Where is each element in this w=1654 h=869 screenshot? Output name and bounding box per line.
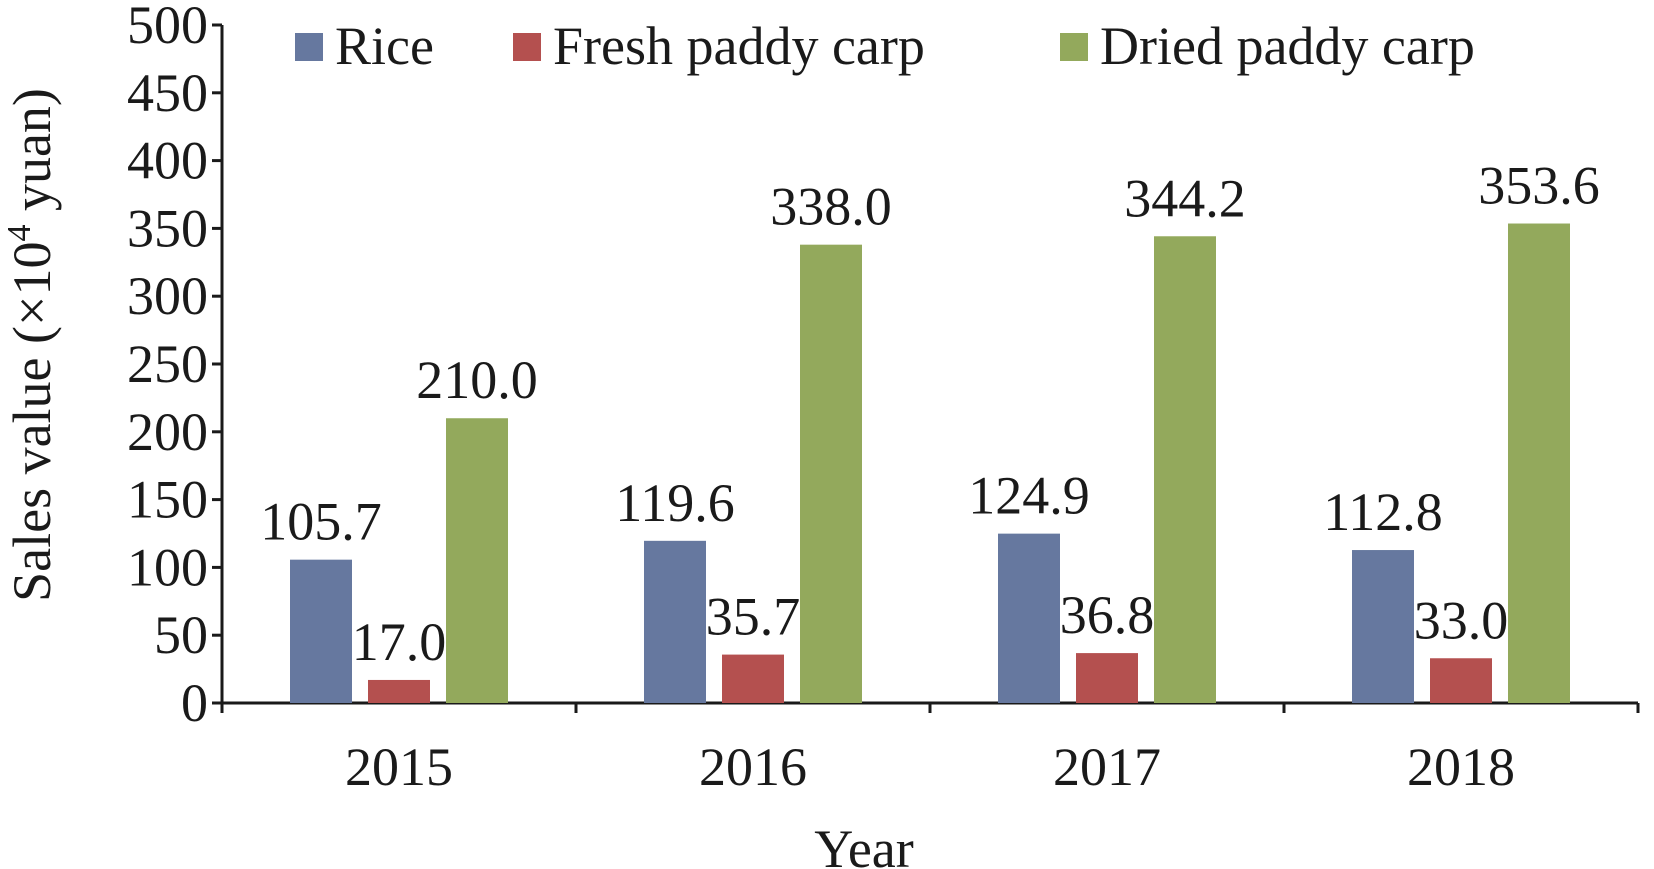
bar: [290, 559, 352, 703]
y-tick-label: 200: [127, 402, 208, 462]
bar: [446, 418, 508, 703]
data-label: 124.9: [968, 466, 1090, 526]
legend-swatch: [513, 33, 541, 61]
legend: Rice Fresh paddy carp Dried paddy carp: [295, 16, 1475, 76]
y-tick-label: 50: [154, 605, 208, 665]
data-label: 119.6: [615, 473, 735, 533]
legend-label: Fresh paddy carp: [553, 16, 925, 76]
y-axis-title: Sales value (×104 yuan): [1, 88, 62, 602]
data-label: 33.0: [1414, 590, 1509, 650]
y-tick-label: 450: [127, 63, 208, 123]
legend-label: Rice: [335, 16, 434, 76]
x-tick-label: 2018: [1407, 737, 1515, 797]
data-label: 36.8: [1060, 585, 1155, 645]
bar: [1076, 653, 1138, 703]
bar: [800, 244, 862, 703]
bar: [368, 679, 430, 703]
x-tick-label: 2015: [345, 737, 453, 797]
y-axis-title-sup: 4: [1, 225, 38, 242]
y-tick-label: 500: [127, 0, 208, 55]
x-tick-label: 2016: [699, 737, 807, 797]
data-label: 17.0: [352, 612, 447, 672]
legend-label: Dried paddy carp: [1100, 16, 1475, 76]
y-tick-label: 150: [127, 470, 208, 530]
bar: [644, 540, 706, 703]
bar: [1508, 223, 1570, 703]
legend-swatch: [295, 33, 323, 61]
y-tick-label: 250: [127, 334, 208, 394]
bar: [998, 533, 1060, 703]
x-axis-title: Year: [814, 819, 914, 869]
data-label: 338.0: [770, 177, 892, 237]
plot-area: 0 50 100 150 200 250 300 350 400 450 500 2015 105.7 1…: [127, 0, 1640, 797]
y-tick-label: 0: [181, 673, 208, 733]
data-label: 35.7: [706, 587, 801, 647]
y-tick-label: 100: [127, 537, 208, 597]
data-label: 353.6: [1478, 156, 1600, 216]
bar: [722, 654, 784, 703]
data-label: 344.2: [1124, 168, 1246, 228]
data-label: 210.0: [416, 350, 538, 410]
y-axis-title-suffix: yuan): [2, 88, 62, 224]
y-tick-label: 350: [127, 198, 208, 258]
x-tick-label: 2017: [1053, 737, 1161, 797]
data-label: 112.8: [1323, 482, 1443, 542]
y-axis-title-text: Sales value (×104 yuan): [1, 88, 62, 602]
bar: [1430, 658, 1492, 703]
legend-swatch: [1060, 33, 1088, 61]
y-tick-label: 300: [127, 266, 208, 326]
data-label: 105.7: [260, 492, 382, 552]
y-tick-label: 400: [127, 131, 208, 191]
bar: [1154, 236, 1216, 703]
y-axis-title-prefix: Sales value (×10: [2, 242, 62, 602]
bar: [1352, 550, 1414, 703]
